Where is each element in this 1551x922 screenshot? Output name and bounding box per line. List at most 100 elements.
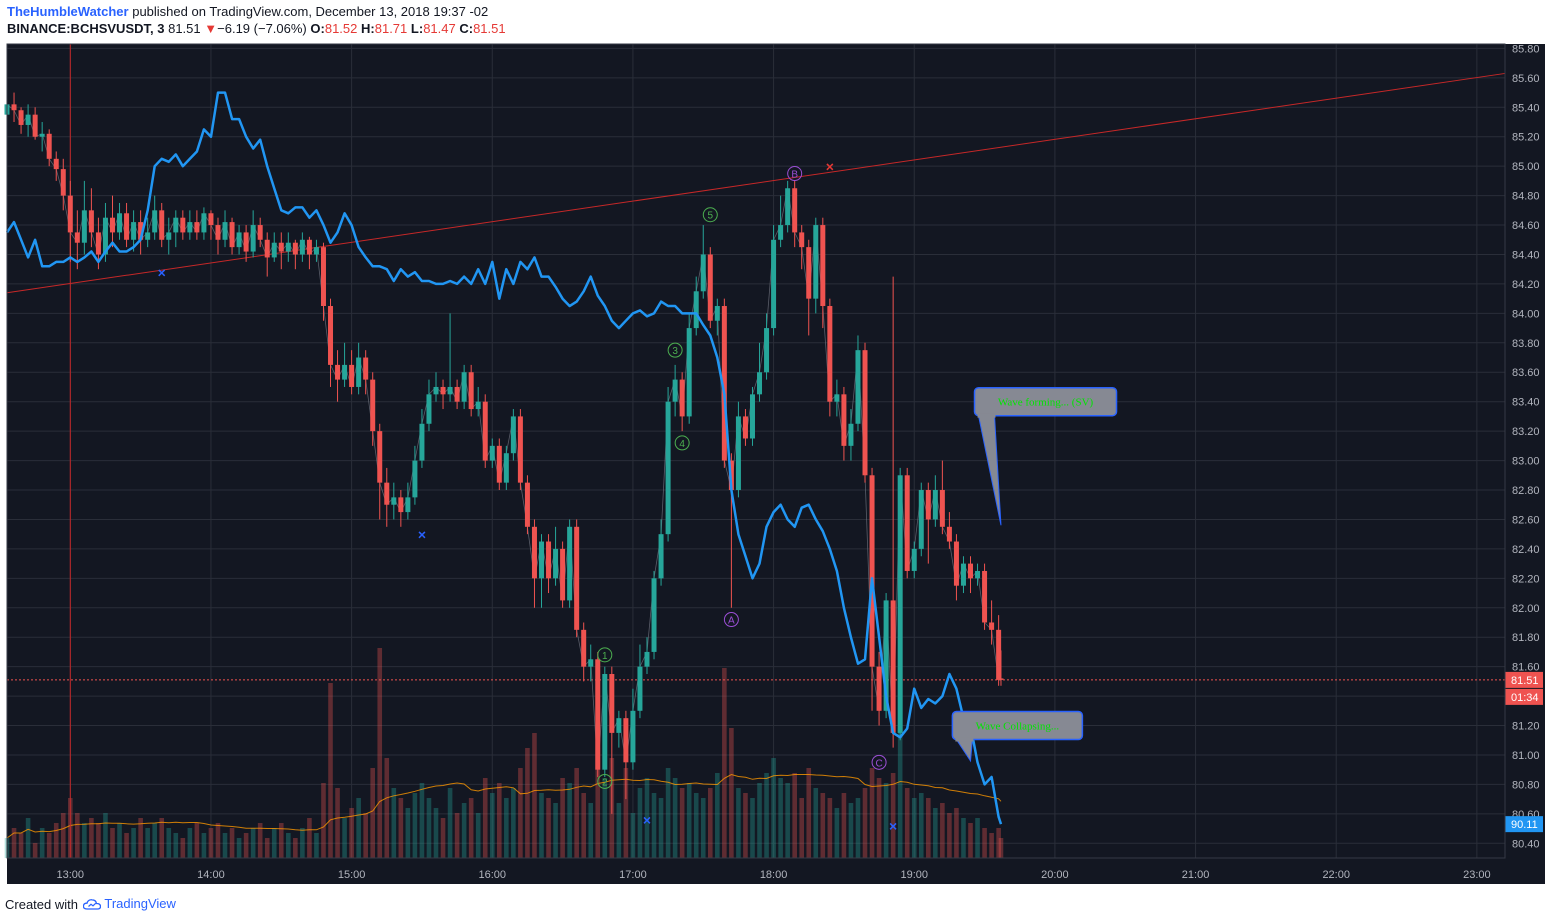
candle-body [862, 350, 868, 476]
symbol-info: BINANCE:BCHSVUSDT, 3 81.51 ▼−6.19 (−7.06… [7, 21, 506, 36]
countdown-tag [1505, 688, 1543, 705]
candle-body [876, 666, 882, 711]
x-tick-label: 15:00 [338, 869, 366, 881]
volume-bar [250, 828, 256, 858]
volume-bar [440, 818, 446, 858]
y-tick-label: 81.20 [1512, 721, 1540, 733]
low-value: 81.47 [423, 21, 456, 36]
x-tick-label: 23:00 [1463, 869, 1491, 881]
volume-bar [39, 828, 45, 858]
y-tick-label: 83.40 [1512, 397, 1540, 409]
wave-label-circle [667, 342, 683, 358]
candle-body [88, 210, 94, 233]
candle-body [363, 357, 369, 380]
wave-label-text: 3 [672, 346, 678, 357]
volume-bar [187, 828, 193, 858]
candle-body [982, 570, 988, 623]
wave-label-text: 4 [679, 439, 685, 450]
candle-body [398, 497, 404, 513]
volume-bar [841, 793, 847, 858]
candle-body [475, 401, 481, 410]
candle-body [939, 490, 945, 527]
callout-box[interactable] [951, 710, 1084, 741]
candle-body [222, 222, 228, 240]
high-label: H: [361, 21, 375, 36]
volume-bar [855, 798, 861, 858]
volume-bar [412, 793, 418, 858]
candle-body [53, 158, 59, 170]
volume-bar [461, 803, 467, 858]
candle-body [925, 490, 931, 520]
volume-bar [124, 833, 129, 858]
volume-bar [989, 833, 994, 858]
volume-bar [616, 803, 622, 858]
volume-bar [145, 828, 150, 858]
candle-body [405, 497, 411, 513]
volume-bar [497, 783, 502, 858]
candle-body [250, 225, 256, 252]
volume-bar [103, 813, 108, 858]
y-tick-label: 80.80 [1512, 779, 1540, 791]
candle-body [46, 133, 52, 159]
candle-body [461, 372, 467, 402]
volume-bar [911, 798, 917, 858]
candle-body [60, 169, 66, 196]
candle-body [74, 232, 80, 243]
volume-bar [426, 798, 432, 858]
volume-bar [110, 828, 115, 858]
y-tick-label: 84.80 [1512, 191, 1540, 203]
volume-bar [996, 828, 1001, 858]
candle-body [95, 232, 101, 255]
plot-background [7, 44, 1505, 858]
volume-bar [982, 828, 987, 858]
candle-body [349, 364, 355, 387]
candle-body [735, 416, 741, 491]
author-link[interactable]: TheHumbleWatcher [7, 4, 129, 19]
candle-body [771, 239, 777, 329]
down-triangle-icon: ▼ [204, 21, 218, 36]
candle-body [145, 232, 151, 240]
price-chart[interactable]: 85.80 85.60 85.40 85.20 85.00 84.80 84.60 84.40… [0, 42, 1551, 892]
volume-bar [827, 798, 833, 858]
volume-bar [243, 833, 249, 858]
volume-bar [222, 833, 228, 858]
volume-bar [961, 818, 966, 858]
cloud-icon [83, 899, 101, 910]
volume-bar [194, 823, 200, 858]
wave-label-circle [702, 207, 718, 223]
candle-body [546, 541, 552, 579]
volume-bar [349, 808, 354, 858]
trendline[interactable] [6, 72, 1506, 294]
volume-bar [574, 768, 579, 858]
candle-body [531, 526, 537, 579]
volume-bar [918, 793, 924, 858]
chart-header: TheHumbleWatcher published on TradingVie… [0, 0, 1551, 42]
overlay-value-tag-label: 90.11 [1511, 819, 1538, 831]
x-tick-label: 16:00 [479, 869, 507, 881]
volume-bar [567, 783, 572, 858]
candle-body [693, 291, 699, 329]
volume-bar [384, 758, 390, 858]
volume-bar [370, 768, 376, 858]
symbol-name[interactable]: BINANCE:BCHSVUSDT, 3 [7, 21, 165, 36]
candle-body [377, 431, 383, 483]
volume-bar [96, 823, 101, 858]
x-tick-label: 19:00 [900, 869, 928, 881]
y-tick-label: 85.80 [1512, 43, 1540, 55]
candle-body [672, 379, 678, 402]
volume-bar [630, 813, 636, 858]
volume-bar [700, 798, 706, 858]
volume-bar [813, 788, 819, 858]
wave-label-circle [674, 435, 690, 451]
tradingview-logo[interactable]: TradingView [83, 896, 176, 911]
x-tick-label: 21:00 [1182, 869, 1210, 881]
candle-body [391, 497, 397, 505]
volume-bar [834, 808, 840, 858]
wave-label-circle [597, 647, 613, 663]
candle-body [897, 475, 903, 733]
volume-bar [820, 793, 826, 858]
candle-body [989, 622, 995, 630]
candle-body [813, 225, 819, 299]
volume-bar [539, 793, 544, 858]
callout-box[interactable] [973, 386, 1118, 417]
